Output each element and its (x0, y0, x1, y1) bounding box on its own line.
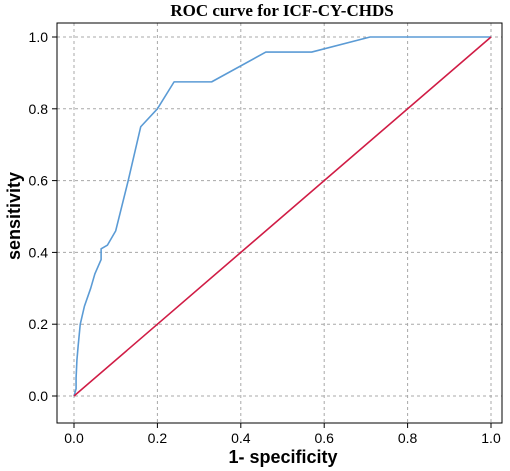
y-tick-label: 0.0 (29, 388, 49, 404)
x-axis-label: 1- specificity (228, 447, 337, 467)
y-tick-label: 1.0 (29, 29, 49, 45)
reference-diagonal-line (73, 36, 492, 397)
y-tick-label: 0.2 (29, 316, 49, 332)
y-tick-label: 0.8 (29, 101, 49, 117)
x-tick-label: 0.4 (231, 430, 251, 446)
grid-lines (57, 23, 502, 423)
axis-ticks: 0.0 0.2 0.4 0.6 0.8 1.0 0.0 0.2 0.4 0.6 0.8 1.0 (29, 29, 501, 446)
y-axis-label: sensitivity (4, 172, 24, 260)
x-tick-label: 1.0 (481, 430, 501, 446)
chart-title: ROC curve for ICF-CY-CHDS (170, 1, 393, 20)
roc-curve-line (73, 36, 491, 397)
x-tick-label: 0.2 (148, 430, 168, 446)
y-tick-label: 0.6 (29, 173, 49, 189)
series-lines (73, 36, 492, 397)
x-tick-label: 0.6 (314, 430, 334, 446)
x-tick-label: 0.0 (64, 430, 84, 446)
y-tick-label: 0.4 (29, 244, 49, 260)
plot-frame (56, 22, 503, 424)
x-tick-label: 0.8 (398, 430, 418, 446)
